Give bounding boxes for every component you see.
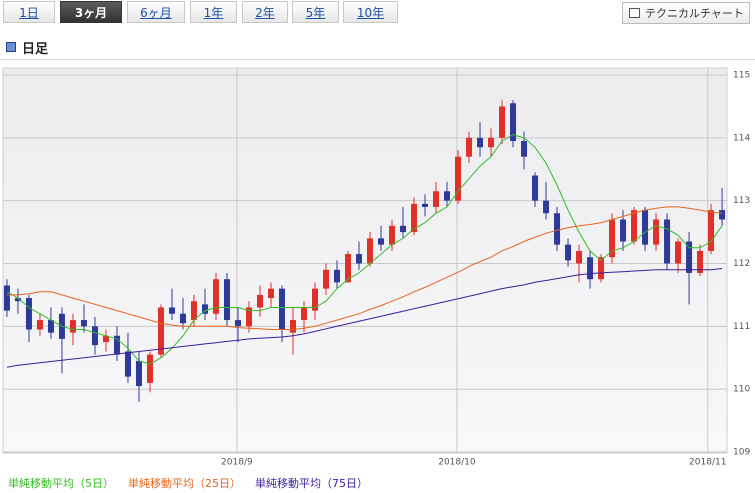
- candle-body: [278, 288, 285, 330]
- y-tick-label: 115: [733, 71, 750, 81]
- candle-body: [719, 210, 726, 220]
- candle-body: [422, 203, 429, 207]
- candle-body: [234, 320, 241, 327]
- candle-body: [675, 241, 682, 264]
- candle-body: [179, 313, 186, 324]
- tab[interactable]: 5年: [292, 1, 339, 23]
- y-tick-label: 109: [733, 448, 750, 458]
- candle-body: [543, 200, 550, 214]
- section-title: 日足: [22, 42, 49, 57]
- candle-body: [345, 254, 352, 283]
- candle-body: [124, 351, 131, 377]
- candle-body: [168, 307, 175, 314]
- candle-body: [653, 219, 660, 245]
- y-tick-label: 112: [733, 259, 750, 269]
- y-tick-label: 111: [733, 322, 750, 332]
- candle-body: [245, 307, 252, 327]
- candle-body: [311, 288, 318, 311]
- y-tick-label: 114: [733, 133, 750, 143]
- y-tick-label: 110: [733, 385, 750, 395]
- candle-body: [267, 288, 274, 299]
- candle-body: [664, 219, 671, 264]
- candle-body: [256, 294, 263, 308]
- candle-body: [378, 238, 385, 245]
- x-tick-label: 2018/11: [689, 458, 726, 468]
- candle-body: [80, 320, 87, 327]
- candle-body: [488, 137, 495, 148]
- moving-average-line: [6, 268, 723, 368]
- candle-body: [433, 191, 440, 207]
- candle-body: [389, 225, 396, 245]
- candle-body: [157, 307, 164, 355]
- candle-body: [69, 320, 76, 333]
- moving-average-line: [7, 206, 723, 330]
- candle-body: [300, 307, 307, 321]
- tab[interactable]: 3ヶ月: [60, 1, 122, 23]
- candle-body: [113, 335, 120, 355]
- candle-body: [598, 257, 605, 280]
- candle-body: [289, 320, 296, 333]
- candle-body: [565, 244, 572, 261]
- candle-body: [532, 175, 539, 201]
- candle-body: [367, 238, 374, 264]
- candle-body: [411, 203, 418, 233]
- candle-body: [102, 335, 109, 343]
- candle-body: [466, 137, 473, 157]
- technical-chart-button[interactable]: テクニカルチャート: [622, 2, 750, 24]
- x-tick-label: 2018/10: [438, 458, 476, 468]
- tab[interactable]: 2年: [242, 1, 288, 23]
- y-tick-label: 113: [733, 196, 750, 206]
- candle-body: [477, 137, 484, 148]
- candle-body: [91, 326, 98, 346]
- candle-body: [356, 254, 363, 264]
- candle-body: [455, 156, 462, 201]
- separator: [0, 59, 755, 60]
- candle-body: [576, 250, 583, 264]
- candle-body: [631, 210, 638, 242]
- candle-body: [212, 279, 219, 314]
- candle-body: [444, 191, 451, 201]
- candle-body: [620, 219, 627, 242]
- candle-body: [334, 269, 341, 283]
- candle-body: [686, 241, 693, 273]
- tab[interactable]: 6ヶ月: [127, 1, 185, 23]
- candle-body: [36, 320, 43, 330]
- candle-body: [3, 285, 10, 311]
- candle-body: [609, 219, 616, 258]
- candle-body: [642, 210, 649, 245]
- candle-body: [521, 140, 528, 157]
- candle-body: [135, 360, 142, 387]
- legend-entry: 単純移動平均（5日）: [8, 476, 114, 490]
- legend-entry: 単純移動平均（25日）: [128, 476, 241, 490]
- candle-body: [146, 354, 153, 383]
- candle-body: [47, 320, 54, 333]
- candle-body: [14, 298, 21, 302]
- tab[interactable]: 10年: [343, 1, 398, 23]
- section-icon: [6, 42, 16, 52]
- candle-body: [510, 103, 517, 141]
- legend-entry: 単純移動平均（75日）: [255, 476, 368, 490]
- candle-body: [587, 257, 594, 280]
- candle-body: [708, 210, 715, 251]
- candle-body: [400, 225, 407, 233]
- candle-body: [323, 269, 330, 289]
- plot-area: [2, 67, 728, 454]
- candle-body: [25, 298, 32, 330]
- candle-body: [190, 301, 197, 321]
- candle-body: [223, 279, 230, 321]
- button-label: テクニカルチャート: [645, 7, 744, 20]
- tab[interactable]: 1日: [3, 1, 55, 23]
- candle-body: [201, 304, 208, 314]
- candle-body: [499, 106, 506, 138]
- icon: [629, 8, 640, 18]
- tab[interactable]: 1年: [190, 1, 237, 23]
- candle-body: [554, 213, 561, 245]
- candle-body: [697, 250, 704, 273]
- x-tick-label: 2018/9: [221, 458, 253, 468]
- moving-average-line: [6, 134, 723, 365]
